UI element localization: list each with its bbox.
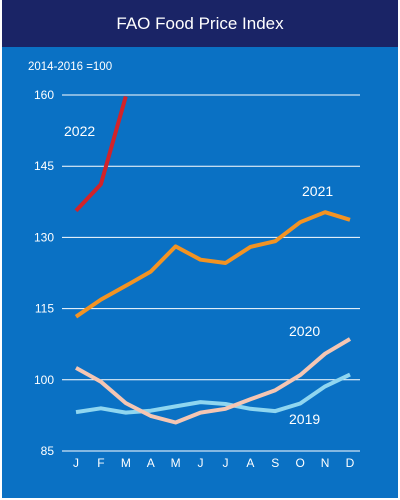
x-tick-label: D — [346, 456, 355, 470]
x-tick-label: F — [97, 456, 104, 470]
x-tick-label: J — [198, 456, 204, 470]
series-line-2022 — [74, 95, 128, 213]
x-tick-label: M — [171, 456, 181, 470]
x-tick-label: O — [296, 456, 305, 470]
y-tick-label: 115 — [35, 302, 54, 316]
series-labels: 2022 2021 2020 2019 — [64, 123, 333, 427]
series-line-2019 — [75, 372, 351, 415]
x-tick-label: N — [321, 456, 330, 470]
x-tick-label: A — [147, 456, 155, 470]
y-tick-label: 145 — [34, 159, 54, 173]
unit-note: 2014-2016 =100 — [28, 61, 112, 73]
y-tick-label: 100 — [34, 373, 54, 387]
series-label-2021: 2021 — [302, 183, 333, 199]
x-tick-label: S — [271, 456, 279, 470]
y-axis-ticks: 85 100 115 130 145 160 — [34, 88, 54, 458]
y-tick-label: 130 — [34, 230, 54, 244]
x-tick-label: A — [246, 456, 254, 470]
series-lines — [74, 95, 352, 425]
gridlines — [62, 94, 360, 452]
series-label-2020: 2020 — [289, 323, 320, 339]
chart-title: FAO Food Price Index — [2, 0, 398, 47]
series-line-2020 — [75, 337, 352, 425]
y-tick-label: 85 — [41, 444, 55, 458]
series-label-2022: 2022 — [64, 123, 95, 139]
series-line-2021 — [74, 210, 351, 319]
x-tick-label: J — [222, 456, 228, 470]
series-label-2019: 2019 — [289, 411, 320, 427]
y-tick-label: 160 — [34, 88, 54, 102]
x-tick-label: M — [121, 456, 131, 470]
x-tick-label: J — [73, 456, 79, 470]
